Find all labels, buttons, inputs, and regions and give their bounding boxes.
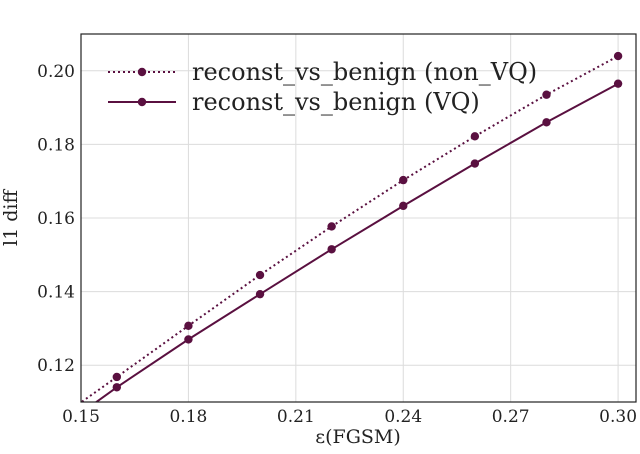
- data-point: [470, 159, 480, 168]
- data-point: [470, 132, 480, 141]
- data-point: [184, 321, 193, 331]
- series-line: [94, 82, 619, 402]
- legend-label: reconst_vs_benign (VQ): [192, 88, 480, 116]
- x-tick-label: 0.21: [277, 407, 315, 427]
- data-point: [112, 372, 122, 382]
- x-tick-label: 0.24: [384, 407, 422, 427]
- data-point: [613, 51, 623, 61]
- data-point: [327, 222, 336, 231]
- x-tick-label: 0.18: [169, 407, 207, 427]
- data-point: [327, 245, 336, 254]
- legend: reconst_vs_benign (non_VQ)reconst_vs_ben…: [108, 58, 537, 116]
- y-tick-label: 0.16: [37, 209, 75, 229]
- data-point: [613, 79, 623, 88]
- series-non-vq: [81, 51, 623, 402]
- x-axis-label: ε(FGSM): [315, 426, 401, 448]
- y-tick-label: 0.18: [37, 135, 75, 155]
- legend-marker: [137, 67, 147, 77]
- y-tick-label: 0.14: [37, 283, 75, 303]
- data-point: [542, 118, 551, 127]
- y-tick-label: 0.12: [37, 356, 75, 376]
- x-tick-label: 0.30: [599, 407, 637, 427]
- y-tick-label: 0.20: [37, 62, 75, 82]
- tick-labels: 0.15 0.18 0.21 0.24 0.27 0.30 0.12 0.14 0.16 0.18…: [37, 62, 637, 427]
- data-point: [399, 201, 408, 211]
- data-point: [184, 335, 193, 344]
- data-point: [255, 289, 265, 299]
- x-tick-label: 0.27: [492, 407, 530, 427]
- data-point: [112, 383, 122, 392]
- plot-frame: [80, 33, 637, 403]
- data-point: [542, 90, 551, 99]
- data-point: [255, 270, 265, 280]
- x-tick-label: 0.15: [62, 407, 100, 427]
- legend-label: reconst_vs_benign (non_VQ): [192, 58, 537, 86]
- grid: [80, 34, 636, 402]
- y-axis-label: l1 diff: [0, 189, 22, 246]
- legend-marker: [137, 97, 147, 107]
- data-point: [399, 175, 408, 185]
- series-vq: [94, 79, 623, 402]
- series-layer: [81, 51, 623, 402]
